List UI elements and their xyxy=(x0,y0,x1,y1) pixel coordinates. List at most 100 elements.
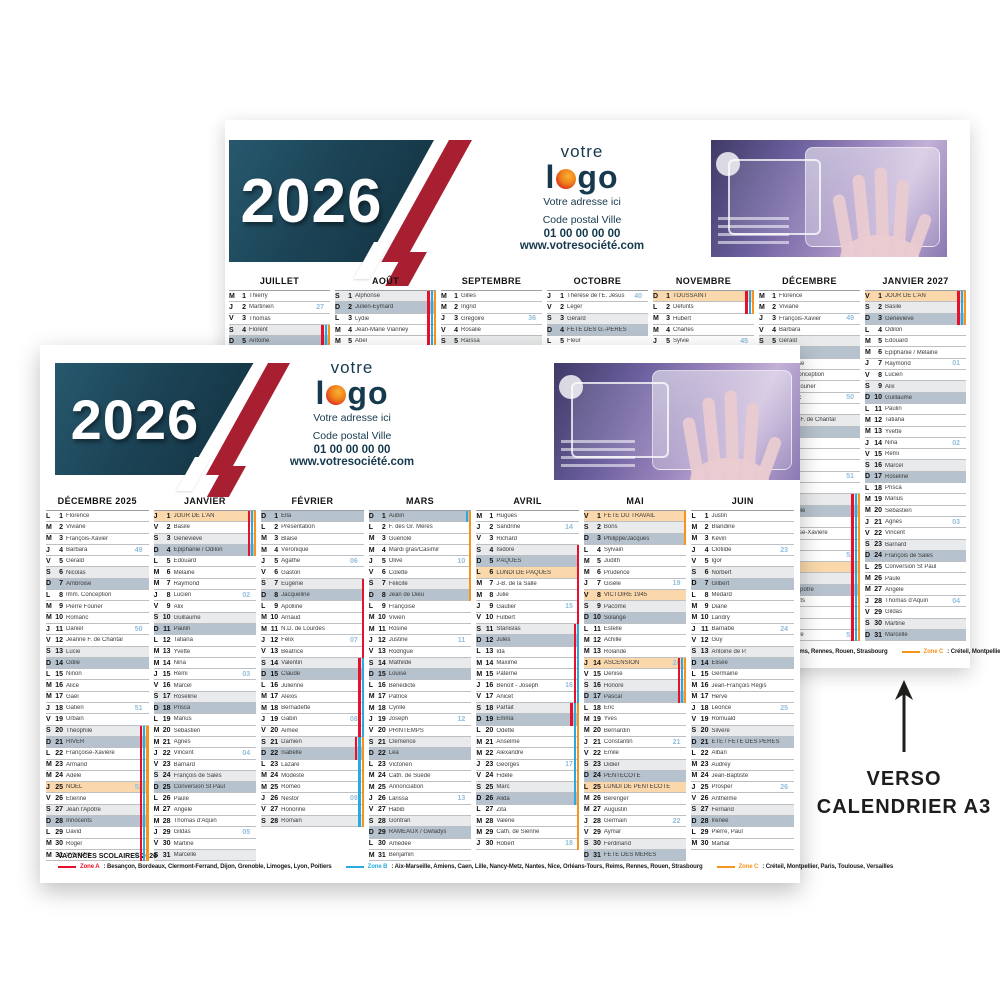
vacation-zone-bars xyxy=(427,324,436,337)
day-letter: J xyxy=(865,360,869,368)
zone-a-bar xyxy=(247,544,250,557)
day-row: V 6 Gaston xyxy=(261,567,364,579)
day-row: J 2 Sandrine 14 xyxy=(476,522,579,534)
week-number: 08 xyxy=(349,715,358,723)
vacation-zone-bars xyxy=(321,336,330,348)
day-number: 26 xyxy=(270,795,279,803)
day-row: V 2 Léger xyxy=(547,302,648,314)
day-number: 29 xyxy=(55,828,63,836)
day-number: 17 xyxy=(874,473,882,481)
zone-b-bar xyxy=(143,782,146,794)
day-row: M 7 J-B. de la Salle xyxy=(476,578,579,591)
zone-b-bar xyxy=(681,669,684,681)
day-number: 29 xyxy=(377,828,386,836)
day-letter: L xyxy=(153,715,158,723)
zone-cities: : Aix-Marseille, Amiens, Caen, Lille, Na… xyxy=(391,864,703,870)
day-letter: J xyxy=(368,795,373,803)
vacation-zone-bars xyxy=(573,646,579,658)
vacation-zone-bars xyxy=(140,770,149,783)
day-letter: D xyxy=(261,512,267,520)
zone-color-dash xyxy=(345,865,364,869)
day-letter: S xyxy=(583,682,589,690)
saint-name: PENTECÔTE xyxy=(603,772,641,779)
day-letter: S xyxy=(583,840,589,848)
day-letter: D xyxy=(583,693,589,701)
day-row: D 24 PENTECÔTE xyxy=(583,770,687,783)
day-row: V 1 JOUR DE L'AN xyxy=(865,291,966,303)
saint-name: Annonciation xyxy=(388,784,424,791)
day-row: D 8 Jean de Dieu xyxy=(368,590,472,602)
saint-name: Benjamin xyxy=(388,852,414,859)
day-letter: S xyxy=(691,806,697,814)
day-number: 12 xyxy=(162,636,171,644)
day-letter: M xyxy=(476,591,483,599)
day-letter: L xyxy=(583,783,589,791)
day-row: S 30 Ferdinand xyxy=(583,838,687,850)
day-row: D 17 Pascal xyxy=(583,691,687,704)
zone-b-bar xyxy=(250,511,253,523)
day-number: 2 xyxy=(772,303,776,311)
day-letter: S xyxy=(583,603,589,611)
day-number: 3 xyxy=(166,535,171,543)
day-row: S 7 Eugénie xyxy=(261,578,364,591)
day-row: V 30 Martine xyxy=(153,839,257,850)
saint-name: Louise xyxy=(388,671,407,678)
zone-c-bar xyxy=(963,313,966,325)
day-row: S 6 Norbert xyxy=(691,567,795,579)
day-row: J 2 Martinien 27 xyxy=(229,302,330,314)
week-number: 07 xyxy=(349,636,358,644)
day-row: M 25 Roméo xyxy=(261,782,364,794)
zone-a-bar xyxy=(358,680,361,692)
day-row: J 25 NOËL 52 xyxy=(46,782,149,794)
saint-name: Édouard xyxy=(173,558,197,565)
saint-name: Arnaud xyxy=(281,614,301,621)
zone-c-bar xyxy=(684,691,687,704)
logo-letters-go: go xyxy=(577,159,619,195)
logo-orange-ball-icon xyxy=(556,169,577,189)
zone-b-bar xyxy=(854,573,857,585)
day-number: 3 xyxy=(242,315,246,323)
zone-a-bar xyxy=(576,612,579,624)
week-number: 16 xyxy=(565,682,573,690)
day-row: S 28 Gontran xyxy=(368,816,472,828)
zone-b-bar xyxy=(143,838,146,850)
month-days: D 1 Aubin L 2 F. des Gr. Mères M 3 Guénolé M 4 Mard… xyxy=(368,510,472,862)
day-letter: D xyxy=(865,315,871,323)
zone-c-bar xyxy=(146,804,149,817)
day-letter: M xyxy=(46,840,52,848)
zone-a-bar xyxy=(355,748,358,760)
zone-a-bar xyxy=(358,657,361,670)
week-number: 01 xyxy=(134,851,143,859)
zone-c-bar xyxy=(469,578,472,591)
day-number: 11 xyxy=(593,625,601,633)
zone-color-dash xyxy=(901,650,920,654)
day-letter: S xyxy=(476,546,481,554)
day-letter: V xyxy=(865,608,870,616)
vacation-zone-bars xyxy=(358,793,364,805)
day-row: V 1 FÊTE DU TRAVAIL xyxy=(583,511,687,523)
day-row: V 27 Honorine xyxy=(261,804,364,817)
day-row: M 20 Sébastien xyxy=(153,726,257,737)
zone-a-bar xyxy=(851,494,854,506)
saint-name: Léa xyxy=(388,750,399,757)
day-number: 4 xyxy=(560,326,564,334)
zone-b-bar xyxy=(143,725,146,737)
saint-name: Boris xyxy=(603,524,618,531)
day-number: 21 xyxy=(377,738,386,746)
zone-a-bar xyxy=(851,550,854,563)
day-number: 25 xyxy=(593,783,601,791)
hand-graphic xyxy=(833,166,932,257)
day-number: 20 xyxy=(270,727,279,735)
day-number: 17 xyxy=(485,693,494,701)
day-number: 16 xyxy=(270,682,279,690)
vacation-zone-bars xyxy=(140,816,149,828)
saint-name: Kévin xyxy=(711,535,727,542)
saint-name: Thérèse de l'E. Jésus xyxy=(567,293,625,300)
day-row: M 28 Valérie xyxy=(476,816,579,828)
zone-c-bar xyxy=(684,657,687,670)
vacation-zone-bars xyxy=(361,612,364,624)
saint-name: Hubert xyxy=(673,315,692,322)
saint-name: Béatrice xyxy=(281,648,304,655)
day-letter: L xyxy=(153,795,158,803)
